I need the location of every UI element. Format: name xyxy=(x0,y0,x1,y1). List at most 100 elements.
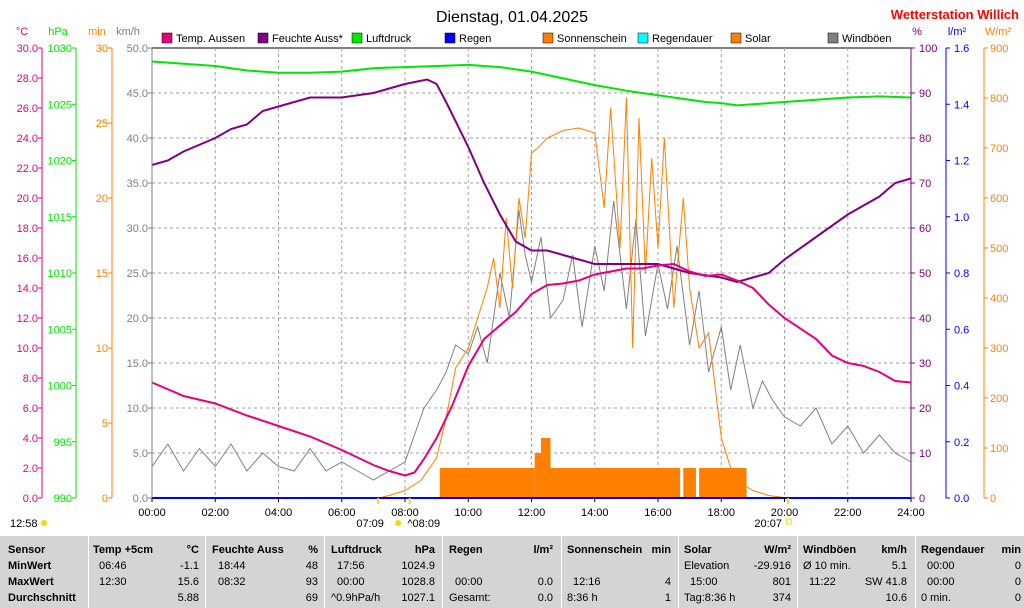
feuchte-unit: % xyxy=(308,544,318,556)
stats-regendauer: Regendauer min 00:00 0 00:00 0 0 min. 0 xyxy=(921,538,1021,606)
regendauer-max-value: 0 xyxy=(1014,576,1021,588)
temp-axis-unit: °C xyxy=(16,26,28,38)
series-line-solar xyxy=(377,97,788,499)
sunshine-bar xyxy=(540,438,551,498)
temp-tick-label: 18.0 xyxy=(17,223,38,235)
weather-chart: 00:00 02:00 04:00 06:00 08:00 10:00 12:00 14:00… xyxy=(10,7,1019,530)
rain-tick-label: 1.6 xyxy=(954,43,969,55)
label-minwert: MinWert xyxy=(8,560,52,572)
humidity-tick-label: 70 xyxy=(919,178,931,190)
speed-tick-label: 25.0 xyxy=(127,268,148,280)
pressure-tick-label: 1010 xyxy=(48,268,72,280)
legend-label: Regen xyxy=(459,33,491,45)
solar-unit: W/m² xyxy=(764,544,791,556)
wind-avg10-label: Ø 10 min. xyxy=(803,560,851,572)
sunshine-bar xyxy=(439,468,535,498)
series-line-feuchte xyxy=(151,78,912,284)
regendauer-avg-value: 0 xyxy=(1014,592,1021,604)
legend-swatch xyxy=(161,32,173,44)
solar-tick-label: 400 xyxy=(990,293,1008,305)
humidity-tick-label: 0 xyxy=(919,493,925,505)
x-tick-label: 12:00 xyxy=(518,507,546,519)
pressure-tick-label: 1020 xyxy=(48,156,72,168)
wind-title: Windböen xyxy=(803,544,857,556)
stats-divider xyxy=(915,536,916,608)
wind-avg-value: 10.6 xyxy=(885,592,907,604)
regen-total-value: 0.0 xyxy=(537,592,553,604)
speed-tick-label: 50.0 xyxy=(127,43,148,55)
speed-tick-label: 30.0 xyxy=(127,223,148,235)
temp-tick-label: 12.0 xyxy=(17,313,38,325)
humidity-tick-label: 50 xyxy=(919,268,931,280)
x-tick-label: 22:00 xyxy=(834,507,862,519)
solar-tick-label: 600 xyxy=(990,193,1008,205)
solar-day-label: Tag:8:36 h xyxy=(684,592,736,604)
rain-tick-label: 0.4 xyxy=(954,381,969,393)
humidity-axis-unit: % xyxy=(912,26,922,38)
regen-title: Regen xyxy=(449,544,483,556)
rain-tick-label: 0.6 xyxy=(954,324,969,336)
label-maxwert: MaxWert xyxy=(8,576,54,588)
humidity-tick-label: 20 xyxy=(919,403,931,415)
legend-label: Feuchte Auss* xyxy=(272,33,344,45)
sonne-unit: min xyxy=(651,544,671,556)
rain-tick-label: 0.2 xyxy=(954,437,969,449)
luftdruck-avg-value: 1027.1 xyxy=(401,592,435,604)
speed-tick-label: 5.0 xyxy=(133,448,148,460)
stats-feuchte: Feuchte Auss% 18:44 48 08:32 93 69 xyxy=(212,538,318,606)
chart-legend: Temp. Aussen Feuchte Auss* Luftdruck Regen S… xyxy=(161,32,892,45)
x-tick-label: 00:00 xyxy=(138,507,166,519)
solar-avg-value: 374 xyxy=(772,592,791,604)
solar-max-value: 801 xyxy=(772,576,791,588)
stats-divider xyxy=(797,536,798,608)
legend-swatch xyxy=(351,32,363,44)
temp-min-time: 06:46 xyxy=(99,560,127,572)
regendauer-max-time: 00:00 xyxy=(927,576,955,588)
regen-unit: l/m² xyxy=(533,544,553,556)
speed-tick-label: 10.0 xyxy=(127,403,148,415)
legend-swatch xyxy=(257,32,269,44)
rain-tick-label: 1.0 xyxy=(954,212,969,224)
statistics-table: Sensor MinWert MaxWert Durchschnitt Temp… xyxy=(0,536,1024,608)
pressure-tick-label: 1030 xyxy=(48,43,72,55)
minutes-axis-unit: min xyxy=(88,26,106,38)
sunset-label: 20:07 xyxy=(754,518,782,530)
speed-tick-label: 35.0 xyxy=(127,178,148,190)
stats-divider xyxy=(205,536,206,608)
humidity-tick-label: 90 xyxy=(919,88,931,100)
solar-elevation-value: -29.916 xyxy=(753,560,791,572)
feuchte-max-value: 93 xyxy=(305,576,318,588)
stats-sonnenschein: Sonnenschein min 12:16 4 8:36 h 1 xyxy=(567,538,671,606)
luftdruck-max-value: 1028.8 xyxy=(401,576,435,588)
stats-solar: Solar W/m² Elevation -29.916 15:00 801 Tag:… xyxy=(684,538,791,606)
legend-label: Regendauer xyxy=(652,33,713,45)
wind-max-value: SW 41.8 xyxy=(864,576,907,588)
minutes-tick-label: 20 xyxy=(96,193,108,205)
x-tick-label: 02:00 xyxy=(201,507,229,519)
pressure-axis-unit: hPa xyxy=(48,26,68,38)
sunrise-label: 07:09 xyxy=(356,518,384,530)
sonne-avg-value: 1 xyxy=(664,592,671,604)
solar-tick-label: 800 xyxy=(990,93,1008,105)
sunshine-bar xyxy=(550,468,681,498)
feuchte-max-time: 08:32 xyxy=(218,576,246,588)
speed-axis-unit: km/h xyxy=(116,26,140,38)
luftdruck-min-value: 1024.9 xyxy=(401,560,435,572)
humidity-tick-label: 80 xyxy=(919,133,931,145)
solar-tick-label: 0 xyxy=(990,493,996,505)
rain-axis-unit: l/m² xyxy=(948,26,967,38)
legend-label: Temp. Aussen xyxy=(176,33,245,45)
humidity-tick-label: 60 xyxy=(919,223,931,235)
temp-title: Temp +5cm xyxy=(93,544,154,556)
humidity-tick-label: 100 xyxy=(919,43,937,55)
regendauer-unit: min xyxy=(1001,544,1021,556)
stats-regen: Regen l/m² 00:00 0.0 Gesamt: 0.0 xyxy=(449,538,553,606)
solar-tick-label: 300 xyxy=(990,343,1008,355)
temp-unit: °C xyxy=(186,544,199,556)
legend-label: Sonnenschein xyxy=(557,33,627,45)
pressure-tick-label: 995 xyxy=(54,437,72,449)
luftdruck-max-time: 00:00 xyxy=(337,576,365,588)
legend-swatch xyxy=(637,32,649,44)
label-durchschnitt: Durchschnitt xyxy=(8,592,76,604)
legend-label: Solar xyxy=(745,33,771,45)
